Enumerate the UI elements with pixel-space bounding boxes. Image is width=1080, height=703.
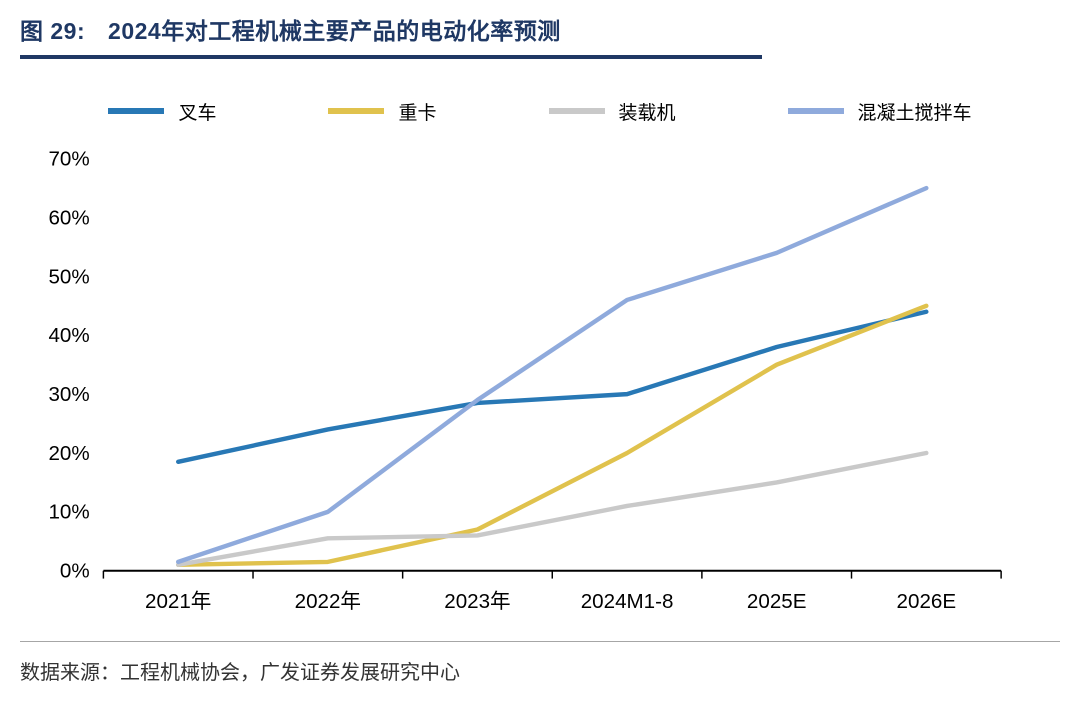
- y-axis-label: 0%: [60, 560, 90, 583]
- line-chart: 0% 10% 20% 30% 40% 50% 60% 70% 2021年 2022年 2023年 20…: [48, 148, 1002, 613]
- y-axis-label: 60%: [48, 206, 89, 229]
- title-underline: [20, 55, 762, 59]
- y-axis-label: 20%: [48, 442, 89, 465]
- figure-title-text: 2024年对工程机械主要产品的电动化率预测: [108, 18, 561, 44]
- y-axis-label: 50%: [48, 265, 89, 288]
- y-axis-label: 40%: [48, 324, 89, 347]
- figure-title: 图 29: 2024年对工程机械主要产品的电动化率预测: [20, 12, 1060, 46]
- figure-label: 图 29:: [20, 18, 86, 44]
- legend-swatch: [787, 108, 844, 114]
- series-line-重卡: [176, 303, 929, 568]
- legend-label: 叉车: [178, 102, 217, 124]
- legend-item: 重卡: [328, 98, 437, 125]
- x-axis-label: 2026E: [897, 590, 957, 613]
- x-axis-label: 2021年: [145, 590, 211, 613]
- data-source: 数据来源：工程机械协会，广发证券发展研究中心: [20, 662, 460, 684]
- chart-area: 叉车 重卡 装载机 混凝土搅拌车 0% 10% 20% 30% 40% 50% 60% 70% 202…: [20, 85, 1060, 627]
- y-axis-label: 10%: [48, 501, 89, 524]
- chart-legend: 叉车 重卡 装载机 混凝土搅拌车: [20, 95, 1060, 127]
- legend-label: 重卡: [398, 102, 437, 124]
- legend-label: 装载机: [618, 102, 676, 124]
- legend-swatch: [548, 108, 605, 114]
- figure-footer: 数据来源：工程机械协会，广发证券发展研究中心: [20, 641, 1060, 703]
- legend-item: 混凝土搅拌车: [787, 98, 972, 125]
- figure-header: 图 29: 2024年对工程机械主要产品的电动化率预测: [20, 0, 1060, 59]
- legend-item: 装载机: [548, 98, 676, 125]
- series-line-混凝土搅拌车: [176, 185, 929, 565]
- legend-swatch: [108, 108, 165, 114]
- y-axis-label: 70%: [48, 148, 89, 171]
- x-axis-label: 2022年: [295, 590, 361, 613]
- series-line-装载机: [176, 450, 929, 568]
- series-line-叉车: [176, 309, 929, 465]
- y-axis-label: 30%: [48, 383, 89, 406]
- legend-swatch: [328, 108, 385, 114]
- x-axis-label: 2025E: [747, 590, 807, 613]
- legend-item: 叉车: [108, 98, 216, 125]
- x-axis-label: 2023年: [444, 590, 510, 613]
- x-axis-label: 2024M1-8: [581, 590, 674, 613]
- legend-label: 混凝土搅拌车: [857, 102, 972, 124]
